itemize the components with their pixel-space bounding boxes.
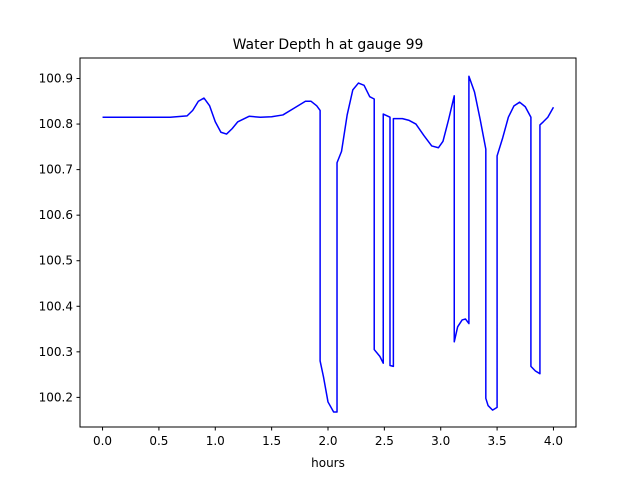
x-tick-label: 2.0 (318, 434, 337, 448)
plot-area (102, 75, 555, 413)
x-tick-label: 2.5 (375, 434, 394, 448)
x-tick-label: 3.0 (431, 434, 450, 448)
x-tick-label: 4.0 (544, 434, 563, 448)
axis-ticks: 0.0 0.5 1.0 1.5 2.0 2.5 3.0 3.5 4.0 100.2 100.3 100… (39, 72, 563, 449)
series-line-0 (102, 75, 555, 413)
y-tick-label: 100.3 (39, 345, 73, 359)
y-tick-label: 100.6 (39, 208, 73, 222)
x-tick-label: 3.5 (488, 434, 507, 448)
y-tick-label: 100.9 (39, 72, 73, 86)
x-axis-label: hours (311, 456, 345, 470)
y-tick-label: 100.8 (39, 117, 73, 131)
x-tick-label: 1.0 (206, 434, 225, 448)
x-tick-label: 0.0 (93, 434, 112, 448)
x-tick-label: 0.5 (149, 434, 168, 448)
y-tick-label: 100.7 (39, 163, 73, 177)
y-tick-label: 100.5 (39, 254, 73, 268)
chart-title: Water Depth h at gauge 99 (233, 37, 424, 53)
x-tick-label: 1.5 (262, 434, 281, 448)
axes-frame (79, 57, 577, 428)
y-tick-label: 100.4 (39, 299, 73, 313)
y-tick-label: 100.2 (39, 390, 73, 404)
